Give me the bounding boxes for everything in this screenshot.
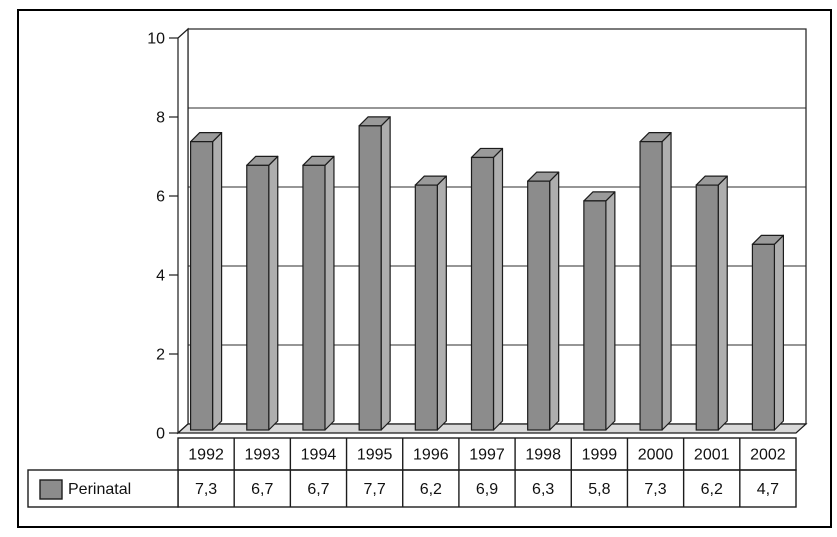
value-cell-1994: 6,7: [307, 481, 329, 498]
bar-1998: [527, 171, 560, 431]
bar-front-face: [527, 180, 551, 431]
bar-2001: [695, 175, 728, 431]
bar-side-face: [605, 191, 616, 431]
y-axis-tick-label-6: 6: [156, 189, 165, 206]
bar-front-face: [470, 156, 495, 431]
bar-front-face: [695, 184, 719, 431]
bar-1997: [470, 147, 504, 431]
bar-side-face: [436, 175, 447, 431]
year-cell-2000: 2000: [638, 447, 674, 464]
bar-series-perinatal: [189, 116, 785, 431]
bar-side-face: [268, 155, 279, 431]
bar-side-face: [492, 147, 504, 431]
year-cell-1998: 1998: [525, 447, 561, 464]
bar-front-face: [583, 200, 607, 431]
value-cell-1996: 6,2: [420, 481, 442, 498]
year-cell-1992: 1992: [188, 447, 224, 464]
bar-1992: [189, 132, 223, 431]
bar-side-face: [661, 132, 672, 431]
year-cell-1995: 1995: [357, 447, 393, 464]
bar-2000: [639, 132, 672, 431]
year-cell-1993: 1993: [244, 447, 280, 464]
bar-1995: [358, 116, 391, 431]
y-axis: 0 2 4 6 8 10: [147, 31, 178, 443]
chart-left-wall: [177, 27, 189, 435]
legend: Perinatal: [27, 469, 179, 508]
bar-front-face: [358, 125, 382, 431]
bar-front-face: [639, 141, 663, 431]
value-cell-1995: 7,7: [364, 481, 386, 498]
year-cell-2001: 2001: [694, 447, 730, 464]
legend-swatch-icon: [39, 479, 63, 500]
value-cell-1997: 6,9: [476, 481, 498, 498]
y-axis-tick-label-8: 8: [156, 110, 165, 127]
bar-side-face: [380, 116, 391, 431]
y-axis-tick-label-10: 10: [147, 31, 165, 48]
bar-side-face: [211, 132, 223, 431]
value-cell-2001: 6,2: [701, 481, 723, 498]
year-cell-1994: 1994: [301, 447, 337, 464]
year-cell-1999: 1999: [582, 447, 618, 464]
y-axis-tick-label-0: 0: [156, 426, 165, 443]
value-cell-2000: 7,3: [644, 481, 666, 498]
year-cell-1996: 1996: [413, 447, 449, 464]
value-cell-1998: 6,3: [532, 481, 554, 498]
bar-front-face: [751, 243, 776, 431]
value-cell-1999: 5,8: [588, 481, 610, 498]
bar-side-face: [717, 175, 728, 431]
data-table: 1992 1993 1994 1995 1996 1997 1998 1999 2000 2001…: [177, 437, 797, 508]
y-axis-tick-label-4: 4: [156, 268, 165, 285]
bar-side-face: [773, 234, 785, 431]
bar-front-face: [302, 164, 326, 431]
bar-side-face: [549, 171, 560, 431]
bar-front-face: [414, 184, 438, 431]
value-cell-1993: 6,7: [251, 481, 273, 498]
bar-front-face: [189, 141, 214, 431]
bar-1993: [246, 155, 279, 431]
legend-label: Perinatal: [68, 481, 131, 498]
bar-1994: [302, 155, 335, 431]
bar-2002: [751, 234, 785, 431]
value-cell-1992: 7,3: [195, 481, 217, 498]
bar-side-face: [324, 155, 335, 431]
bar-front-face: [246, 164, 270, 431]
year-cell-1997: 1997: [469, 447, 505, 464]
plot-area: 0 2 4 6 8 10: [147, 27, 808, 443]
value-cell-2002: 4,7: [757, 481, 779, 498]
bar-1999: [583, 191, 616, 431]
bar-1996: [414, 175, 447, 431]
y-axis-tick-label-2: 2: [156, 347, 165, 364]
year-cell-2002: 2002: [750, 447, 786, 464]
